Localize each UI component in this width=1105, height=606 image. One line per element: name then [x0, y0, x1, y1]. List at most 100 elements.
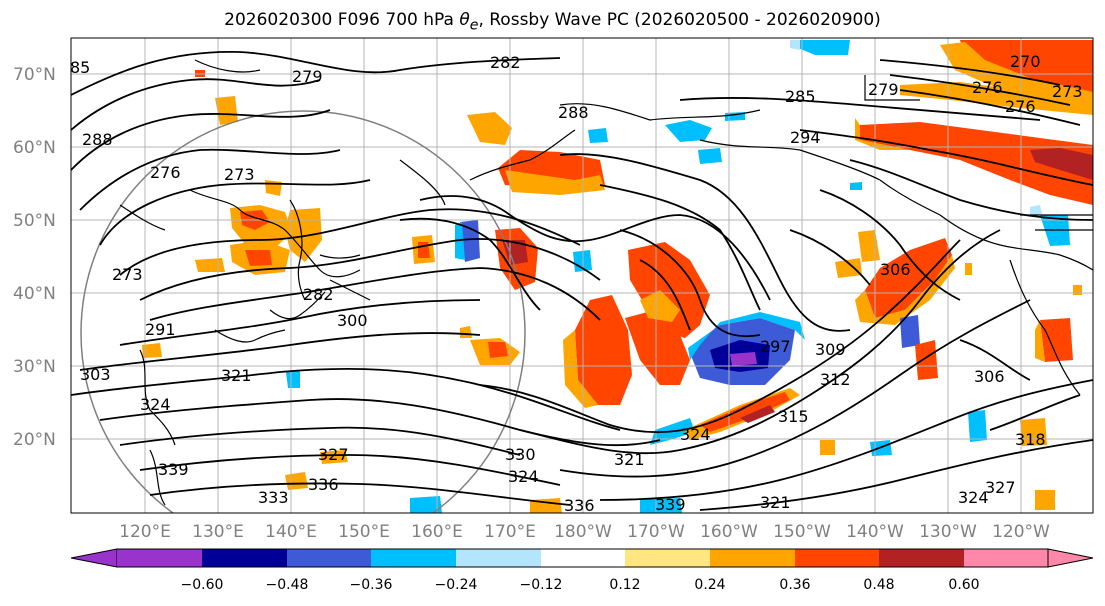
colorbar-swatch — [625, 549, 710, 567]
colorbar-tick-label: −0.24 — [435, 577, 478, 593]
lat-label: 50°N — [13, 211, 56, 231]
contour-label: 306 — [880, 260, 911, 279]
contour-label: 273 — [112, 265, 143, 284]
colorbar-tick-label: −0.12 — [520, 577, 563, 593]
lon-label: 130°E — [192, 522, 244, 542]
contour-label: 279 — [868, 80, 899, 99]
contour-label: 318 — [1015, 430, 1046, 449]
title-run: 2026020300 — [224, 10, 333, 30]
lon-label: 180°W — [554, 522, 612, 542]
contour-label: 309 — [815, 340, 846, 359]
contour-label: 282 — [490, 53, 521, 72]
colorbar-tick-label: −0.60 — [181, 577, 224, 593]
graticule — [71, 38, 1093, 513]
lon-label: 150°W — [773, 522, 831, 542]
contour-label: 333 — [258, 488, 289, 507]
lat-label: 60°N — [13, 138, 56, 158]
contour-label: 315 — [778, 407, 809, 426]
colorbar-max-arrow — [1047, 548, 1094, 568]
theta-e-contours — [71, 51, 1093, 511]
colorbar-swatch — [879, 549, 964, 567]
contour-label: 85 — [70, 58, 90, 77]
lon-label: 130°W — [919, 522, 977, 542]
colorbar-swatch — [456, 549, 541, 567]
contour-label: 294 — [790, 128, 821, 147]
colorbar: −0.60 −0.48 −0.36 −0.24 −0.12 0.12 0.24 … — [70, 548, 1094, 593]
contour-label: 297 — [760, 337, 791, 356]
map-content: 85 282 279 288 288 285 279 276 270 273 2… — [70, 38, 1093, 515]
title-forecast: F096 — [337, 10, 380, 30]
lon-label: 160°E — [411, 522, 463, 542]
contour-label: 279 — [292, 67, 323, 86]
title-variable-sub: e — [469, 17, 479, 34]
colorbar-tick-label: −0.48 — [266, 577, 309, 593]
lon-label: 120°E — [119, 522, 171, 542]
contour-label: 288 — [558, 103, 589, 122]
contour-labels: 85 282 279 288 288 285 279 276 270 273 2… — [70, 52, 1083, 515]
contour-label: 321 — [221, 366, 252, 385]
contour-label: 336 — [564, 496, 595, 515]
latitude-labels: 70°N 60°N 50°N 40°N 30°N 20°N — [13, 65, 56, 450]
lat-label: 20°N — [13, 430, 56, 450]
contour-label: 282 — [303, 285, 334, 304]
coastlines — [119, 59, 1093, 506]
contour-label: 288 — [82, 130, 113, 149]
colorbar-swatch — [710, 549, 795, 567]
colorbar-tick-label: 0.60 — [948, 577, 979, 593]
colorbar-tick-label: 0.12 — [609, 577, 640, 593]
lat-label: 40°N — [13, 284, 56, 304]
title-period: (2026020500 - 2026020900) — [634, 10, 881, 30]
lon-label: 140°W — [846, 522, 904, 542]
contour-label: 324 — [508, 467, 539, 486]
contour-label: 276 — [150, 163, 181, 182]
colorbar-tick-label: 0.48 — [863, 577, 894, 593]
contour-label: 276 — [972, 78, 1003, 97]
lon-label: 120°W — [992, 522, 1050, 542]
colorbar-swatch — [964, 549, 1048, 567]
title-variable: θ — [459, 10, 470, 30]
colorbar-min-arrow — [70, 548, 118, 568]
title-level: 700 hPa — [385, 10, 454, 30]
colorbar-tick-label: −0.36 — [350, 577, 393, 593]
lat-label: 30°N — [13, 357, 56, 377]
lat-label: 70°N — [13, 65, 56, 85]
lon-label: 160°W — [700, 522, 758, 542]
contour-label: 291 — [145, 320, 176, 339]
contour-label: 339 — [158, 460, 189, 479]
lon-label: 150°E — [338, 522, 390, 542]
contour-label: 312 — [820, 370, 851, 389]
colorbar-swatch — [541, 549, 625, 567]
colorbar-tick-label: 0.24 — [694, 577, 725, 593]
lon-label: 170°E — [484, 522, 536, 542]
contour-label: 324 — [680, 425, 711, 444]
radius-circle — [80, 110, 526, 513]
title-product: , Rossby Wave PC — [478, 10, 629, 30]
contour-label: 276 — [1005, 97, 1036, 116]
lon-label: 170°W — [627, 522, 685, 542]
contour-label: 321 — [760, 493, 791, 512]
colorbar-swatch — [117, 549, 202, 567]
colorbar-tick-label: 0.36 — [779, 577, 810, 593]
contour-label: 270 — [1010, 52, 1041, 71]
colorbar-swatch — [795, 549, 879, 567]
map-title: 2026020300 F096 700 hPa θe, Rossby Wave … — [0, 10, 1105, 33]
contour-label: 300 — [337, 311, 368, 330]
map-frame — [70, 37, 1094, 514]
contour-label: 273 — [1052, 82, 1083, 101]
contour-label: 321 — [614, 450, 645, 469]
contour-label: 339 — [655, 495, 686, 514]
colorbar-swatch — [202, 549, 287, 567]
contour-label: 324 — [958, 488, 989, 507]
contour-label: 273 — [224, 165, 255, 184]
contour-label: 303 — [80, 365, 111, 384]
contour-label: 285 — [785, 87, 816, 106]
contour-label: 336 — [308, 475, 339, 494]
contour-label: 306 — [974, 367, 1005, 386]
contour-label: 327 — [318, 445, 349, 464]
longitude-labels: 120°E 130°E 140°E 150°E 160°E 170°E 180°… — [119, 522, 1050, 542]
colorbar-swatch — [287, 549, 371, 567]
contour-label: 324 — [140, 395, 171, 414]
contour-label: 330 — [505, 445, 536, 464]
lon-label: 140°E — [265, 522, 317, 542]
